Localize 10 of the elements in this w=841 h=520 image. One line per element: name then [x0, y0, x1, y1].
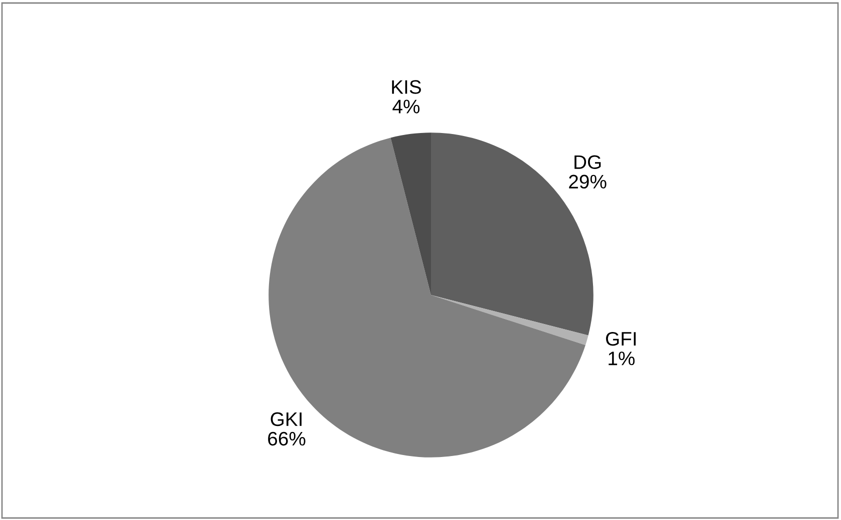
data-label: 29%	[569, 174, 606, 189]
data-label: 66%	[268, 432, 306, 446]
slice-label: DG	[574, 155, 601, 170]
pie-slice	[431, 295, 588, 346]
data-label: 4%	[392, 100, 420, 114]
slice-label: KIS	[392, 80, 421, 94]
slice-label: GKI	[270, 412, 302, 426]
pie-slice	[390, 132, 431, 295]
data-label: 1%	[608, 352, 635, 366]
slice-label: GFI	[606, 332, 636, 346]
